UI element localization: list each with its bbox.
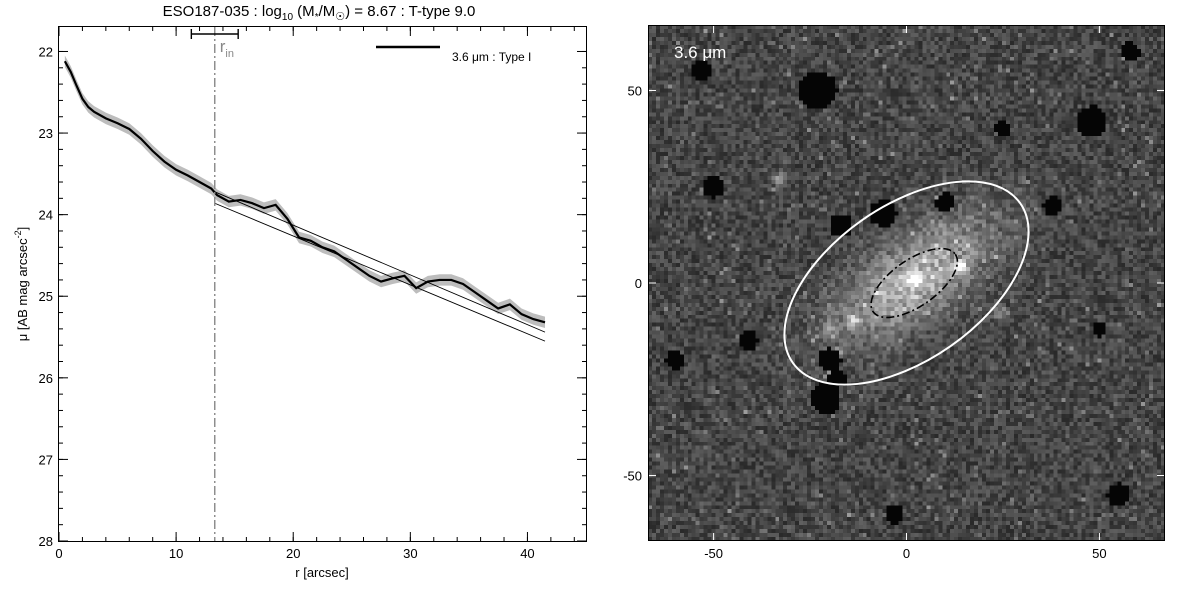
band-label: 3.6 μm [674, 43, 726, 62]
y-tick-label: 22 [39, 44, 53, 59]
fit-line-outer [214, 202, 546, 342]
profile-line [63, 60, 546, 324]
image-x-tick-label: 50 [1092, 546, 1106, 561]
image-ticks: -50 0 50 -50 0 50 [623, 25, 1165, 561]
galaxy-image [648, 25, 1165, 541]
image-x-tick-label: 0 [903, 546, 910, 561]
fit-line-inner [214, 191, 546, 333]
x-tick-label: 30 [403, 546, 417, 561]
plot-area [63, 27, 546, 541]
image-panel: 3.6 μm -50 0 50 -50 0 50 [623, 25, 1165, 561]
x-axis-label: r [arcsec] [295, 565, 348, 580]
y-tick-label: 27 [39, 452, 53, 467]
outer-isophote-ellipse [783, 180, 1030, 386]
r-in-marker: rin [190, 29, 239, 60]
y-tick-label: 28 [39, 534, 53, 549]
x-tick-label: 40 [520, 546, 534, 561]
y-tick-label: 25 [39, 289, 53, 304]
y-tick-label: 24 [39, 208, 53, 223]
x-tick-label: 20 [286, 546, 300, 561]
y-tick-label: 26 [39, 371, 53, 386]
plot-frame [58, 26, 587, 542]
x-tick-label: 10 [169, 546, 183, 561]
profile-error-band [64, 55, 546, 329]
legend: 3.6 μm : Type I [376, 45, 531, 64]
minor-ticks [58, 27, 586, 542]
image-y-tick-label: -50 [623, 469, 642, 484]
major-ticks: 0 10 20 30 40 22 23 24 25 26 27 28 [39, 27, 586, 561]
image-y-tick-label: 50 [628, 83, 642, 98]
r-in-label: rin [220, 37, 234, 60]
profile-panel: ESO187-035 : log10 (M*/M☉) = 8.67 : T-ty… [13, 3, 587, 580]
y-tick-label: 23 [39, 126, 53, 141]
image-frame [648, 25, 1165, 541]
legend-label: 3.6 μm : Type I [452, 50, 531, 64]
x-tick-label: 0 [55, 546, 62, 561]
chart-title: ESO187-035 : log10 (M*/M☉) = 8.67 : T-ty… [163, 3, 476, 23]
image-x-tick-label: -50 [704, 546, 723, 561]
y-axis-label: μ [AB mag arcsec-2] [13, 227, 30, 342]
image-y-tick-label: 0 [635, 276, 642, 291]
